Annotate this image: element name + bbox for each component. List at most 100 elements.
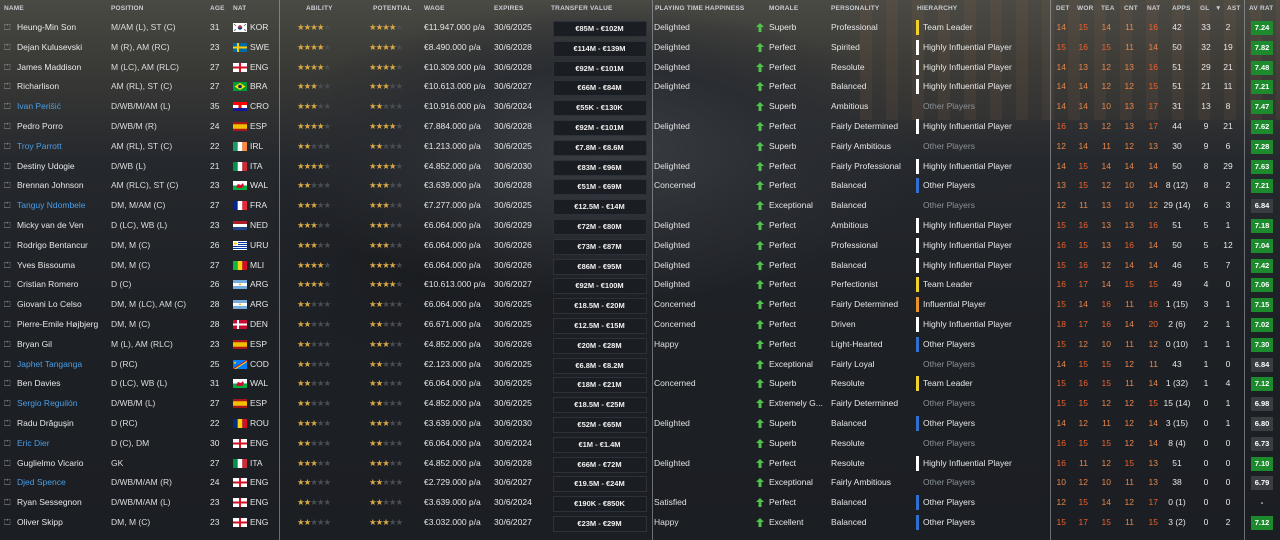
player-nationality[interactable]: WAL — [250, 180, 269, 191]
header-cnt[interactable]: CNT — [1124, 5, 1138, 12]
player-nationality[interactable]: FRA — [250, 200, 267, 211]
header-nat[interactable]: NAT — [233, 5, 247, 12]
header-tea[interactable]: TEA — [1101, 5, 1115, 12]
player-name-link[interactable]: Troy Parrott — [17, 140, 62, 151]
player-info-icon[interactable]: ⏍ — [4, 61, 11, 72]
player-nationality[interactable]: ESP — [250, 338, 268, 349]
player-name-link[interactable]: Rodrigo Bentancur — [17, 239, 88, 250]
table-row[interactable]: ⏍ Ben Davies D (LC), WB (L) 31 WAL ★★★★★ ★★★★★… — [0, 374, 1280, 394]
player-info-icon[interactable]: ⏍ — [4, 398, 11, 409]
table-row[interactable]: ⏍ Tanguy Ndombele DM, M/AM (C) 27 FRA ★★★★★ ★★… — [0, 196, 1280, 216]
player-name-link[interactable]: Japhet Tanganga — [17, 358, 83, 369]
table-row[interactable]: ⏍ Brennan Johnson AM (RLC), ST (C) 23 WAL ★★★… — [0, 176, 1280, 196]
header-ability[interactable]: ABILITY — [306, 5, 333, 12]
player-nationality[interactable]: MLI — [250, 259, 265, 270]
player-nationality[interactable]: KOR — [250, 22, 269, 32]
player-info-icon[interactable]: ⏍ — [4, 220, 11, 230]
player-nationality[interactable]: ENG — [250, 517, 269, 527]
player-name-link[interactable]: Tanguy Ndombele — [17, 200, 86, 211]
table-row[interactable]: ⏍ Rodrigo Bentancur DM, M (C) 26 URU ★★★★★ ★★★… — [0, 236, 1280, 256]
table-row[interactable]: ⏍ Djed Spence D/WB/M/AM (R) 24 ENG ★★★★★ ★★★★★… — [0, 473, 1280, 493]
player-info-icon[interactable]: ⏍ — [4, 358, 11, 369]
player-info-icon[interactable]: ⏍ — [4, 22, 11, 32]
player-info-icon[interactable]: ⏍ — [4, 160, 11, 171]
header-ast[interactable]: AST — [1227, 5, 1241, 12]
player-name-link[interactable]: Radu Drăguşin — [17, 418, 74, 428]
header-hierarchy[interactable]: HIERARCHY — [917, 5, 958, 12]
player-name-link[interactable]: Oliver Skipp — [17, 517, 63, 527]
player-nationality[interactable]: ENG — [250, 437, 269, 448]
table-row[interactable]: ⏍ Oliver Skipp DM, M (C) 23 ENG ★★★★★ ★★★★★ €3.… — [0, 513, 1280, 533]
table-row[interactable]: ⏍ Troy Parrott AM (RL), ST (C) 22 IRL ★★★★★ ★★… — [0, 137, 1280, 157]
header-wor[interactable]: WOR — [1077, 5, 1094, 12]
table-row[interactable]: ⏍ Bryan Gil M (L), AM (RLC) 23 ESP ★★★★★ ★★★★★… — [0, 335, 1280, 355]
header-gl[interactable]: GL — [1200, 5, 1210, 12]
player-nationality[interactable]: DEN — [250, 319, 268, 329]
player-nationality[interactable]: BRA — [250, 81, 268, 92]
header-name[interactable]: NAME — [4, 5, 24, 12]
player-info-icon[interactable]: ⏍ — [4, 180, 11, 191]
table-row[interactable]: ⏍ Ryan Sessegnon D/WB/M/AM (L) 23 ENG ★★★★★ ★★… — [0, 493, 1280, 513]
table-row[interactable]: ⏍ Cristian Romero D (C) 26 ARG ★★★★★ ★★★★★ €10.… — [0, 275, 1280, 295]
sort-desc-icon[interactable]: ▼ — [1215, 5, 1222, 12]
table-row[interactable]: ⏍ Dejan Kulusevski M (R), AM (RC) 23 SWE ★★★★… — [0, 38, 1280, 58]
player-nationality[interactable]: NED — [250, 220, 268, 230]
player-name-link[interactable]: Djed Spence — [17, 477, 66, 488]
table-row[interactable]: ⏍ Yves Bissouma DM, M (C) 27 MLI ★★★★★ ★★★★★ €6… — [0, 256, 1280, 276]
table-row[interactable]: ⏍ James Maddison M (LC), AM (RLC) 27 ENG ★★★★… — [0, 58, 1280, 78]
player-info-icon[interactable]: ⏍ — [4, 299, 11, 310]
player-nationality[interactable]: ARG — [250, 299, 269, 310]
player-name-link[interactable]: Guglielmo Vicario — [17, 457, 84, 468]
table-row[interactable]: ⏍ Micky van de Ven D (LC), WB (L) 23 NED ★★★★… — [0, 216, 1280, 236]
player-info-icon[interactable]: ⏍ — [4, 477, 11, 488]
player-info-icon[interactable]: ⏍ — [4, 497, 11, 508]
header-transfer-value[interactable]: TRANSFER VALUE — [551, 5, 613, 12]
player-nationality[interactable]: ITA — [250, 160, 263, 171]
player-name-link[interactable]: Pierre-Emile Højbjerg — [17, 319, 99, 329]
player-name-link[interactable]: Yves Bissouma — [17, 259, 76, 270]
player-name-link[interactable]: Ben Davies — [17, 378, 61, 389]
player-info-icon[interactable]: ⏍ — [4, 279, 11, 290]
player-nationality[interactable]: ARG — [250, 279, 269, 290]
table-row[interactable]: ⏍ Heung-Min Son M/AM (L), ST (C) 31 KOR ★★★★★… — [0, 18, 1280, 38]
player-nationality[interactable]: SWE — [250, 41, 270, 52]
header-potential[interactable]: POTENTIAL — [373, 5, 412, 12]
header-av-rat[interactable]: AV RAT — [1249, 5, 1274, 12]
player-info-icon[interactable]: ⏍ — [4, 517, 11, 527]
header-natc[interactable]: NAT — [1147, 5, 1161, 12]
player-info-icon[interactable]: ⏍ — [4, 101, 11, 112]
player-name-link[interactable]: Richarlison — [17, 81, 60, 92]
player-name-link[interactable]: Bryan Gil — [17, 338, 52, 349]
player-info-icon[interactable]: ⏍ — [4, 200, 11, 211]
player-name-link[interactable]: Giovani Lo Celso — [17, 299, 82, 310]
header-position[interactable]: POSITION — [111, 5, 144, 12]
player-info-icon[interactable]: ⏍ — [4, 437, 11, 448]
player-nationality[interactable]: ENG — [250, 497, 269, 508]
player-name-link[interactable]: Cristian Romero — [17, 279, 79, 290]
header-happiness[interactable]: PLAYING TIME HAPPINESS — [655, 5, 745, 12]
table-row[interactable]: ⏍ Pierre-Emile Højbjerg DM, M (C) 28 DEN ★★★★… — [0, 315, 1280, 335]
player-name-link[interactable]: Eric Dier — [17, 437, 50, 448]
player-name-link[interactable]: Dejan Kulusevski — [17, 41, 83, 52]
table-row[interactable]: ⏍ Eric Dier D (C), DM 30 ENG ★★★★★ ★★★★★ €6.064… — [0, 434, 1280, 454]
player-name-link[interactable]: Brennan Johnson — [17, 180, 84, 191]
player-nationality[interactable]: COD — [250, 358, 269, 369]
table-row[interactable]: ⏍ Richarlison AM (RL), ST (C) 27 BRA ★★★★★ ★★★… — [0, 77, 1280, 97]
player-nationality[interactable]: ENG — [250, 61, 269, 72]
player-nationality[interactable]: ESP — [250, 398, 268, 409]
player-info-icon[interactable]: ⏍ — [4, 319, 11, 329]
player-nationality[interactable]: ENG — [250, 477, 269, 488]
player-name-link[interactable]: James Maddison — [17, 61, 82, 72]
header-personality[interactable]: PERSONALITY — [831, 5, 880, 12]
player-info-icon[interactable]: ⏍ — [4, 81, 11, 92]
player-name-link[interactable]: Pedro Porro — [17, 121, 63, 131]
header-wage[interactable]: WAGE — [424, 5, 445, 12]
player-info-icon[interactable]: ⏍ — [4, 457, 11, 468]
player-nationality[interactable]: CRO — [250, 101, 269, 112]
player-name-link[interactable]: Micky van de Ven — [17, 220, 84, 230]
player-nationality[interactable]: ROU — [250, 418, 269, 428]
table-row[interactable]: ⏍ Guglielmo Vicario GK 27 ITA ★★★★★ ★★★★★ €4.85… — [0, 454, 1280, 474]
player-nationality[interactable]: URU — [250, 239, 269, 250]
header-apps[interactable]: APPS — [1172, 5, 1191, 12]
header-morale[interactable]: MORALE — [769, 5, 799, 12]
